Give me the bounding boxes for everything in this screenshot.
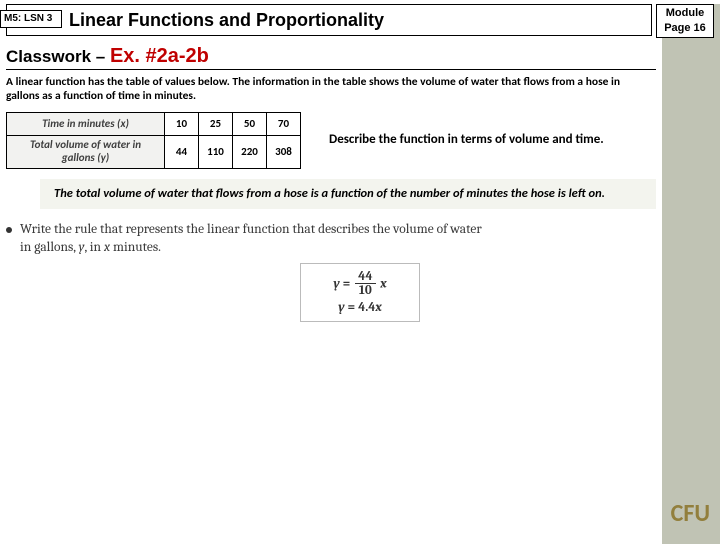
cfu-label: CFU [671,499,710,528]
cell: 110 [199,136,233,168]
describe-prompt: Describe the function in terms of volume… [329,132,604,148]
formula-line-1: y = 4410 x [311,270,409,298]
values-table: Time in minutes (x) 10 25 50 70 Total vo… [6,112,301,169]
lesson-tag: M5: LSN 3 [0,10,62,28]
formula-box: y = 4410 x y = 4.4x [300,263,420,322]
table-row: Time in minutes (x) 10 25 50 70 [7,112,301,136]
classwork-lead: Classwork – [6,47,110,66]
module-page-box: Module Page 16 [656,4,714,38]
module-label: Module [666,7,705,19]
classwork-heading: Classwork – Ex. #2a-2b [6,45,656,70]
cell: 70 [267,112,301,136]
cell: 50 [233,112,267,136]
table-row: Total volume of water in gallons (y) 44 … [7,136,301,168]
page-title: Linear Functions and Proportionality [6,4,652,36]
intro-text: A linear function has the table of value… [6,75,656,104]
rule-text: Write the rule that represents the linea… [20,221,482,257]
row-header-time: Time in minutes (x) [7,112,165,136]
formula-line-2: y = 4.4x [311,301,409,315]
header: Linear Functions and Proportionality M5:… [0,4,716,41]
classwork-topic: Ex. #2a-2b [110,45,209,67]
answer-box: The total volume of water that flows fro… [40,179,656,209]
cell: 308 [267,136,301,168]
bullet-icon [6,227,12,233]
cell: 10 [165,112,199,136]
cell: 44 [165,136,199,168]
row-header-volume: Total volume of water in gallons (y) [7,136,165,168]
rule-prompt: Write the rule that represents the linea… [6,221,656,257]
cell: 25 [199,112,233,136]
cell: 220 [233,136,267,168]
page-label: Page 16 [664,22,706,34]
table-and-prompt: Time in minutes (x) 10 25 50 70 Total vo… [6,112,656,169]
accent-strip [662,4,720,544]
